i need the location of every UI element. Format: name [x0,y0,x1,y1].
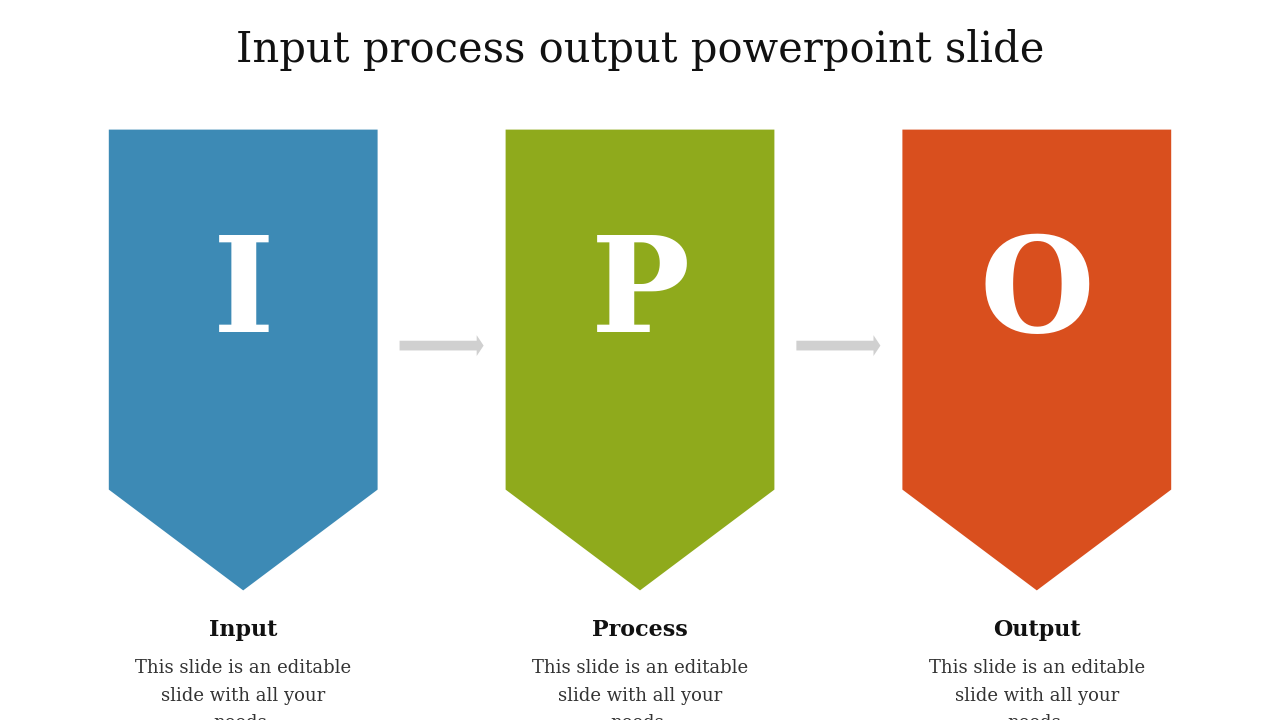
Text: This slide is an editable
slide with all your
needs.: This slide is an editable slide with all… [136,659,351,720]
Polygon shape [506,130,774,590]
Text: O: O [979,230,1094,360]
Text: Input: Input [209,619,278,642]
Text: I: I [212,230,274,360]
Text: Process: Process [593,619,687,642]
Polygon shape [902,130,1171,590]
Polygon shape [109,130,378,590]
Text: Output: Output [993,619,1080,642]
Text: P: P [590,230,690,360]
Text: This slide is an editable
slide with all your
needs.: This slide is an editable slide with all… [929,659,1144,720]
Text: This slide is an editable
slide with all your
needs.: This slide is an editable slide with all… [532,659,748,720]
Text: Input process output powerpoint slide: Input process output powerpoint slide [236,30,1044,71]
